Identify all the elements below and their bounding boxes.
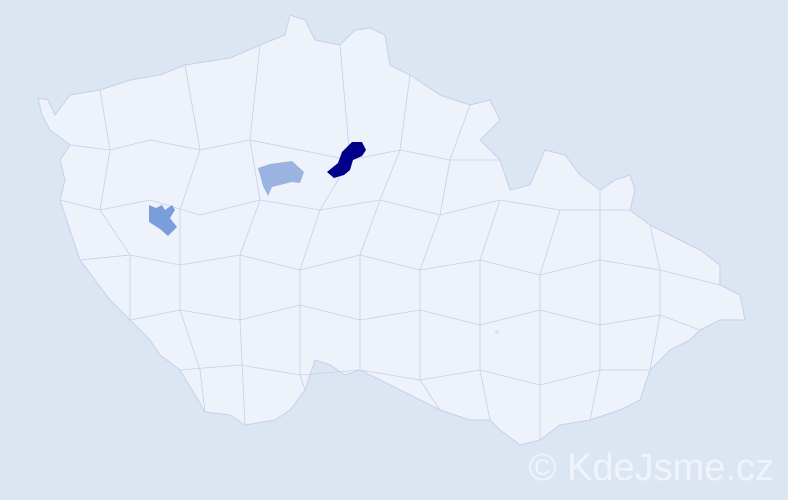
watermark: © KdeJsme.cz [528, 447, 774, 489]
district-borders [59, 44, 721, 440]
country-outline [37, 14, 746, 446]
highlighted-district-medium[interactable] [149, 205, 177, 236]
highlighted-district-light[interactable] [258, 161, 304, 196]
highlighted-district-dark[interactable] [327, 142, 366, 178]
small-district-marker [495, 330, 499, 334]
